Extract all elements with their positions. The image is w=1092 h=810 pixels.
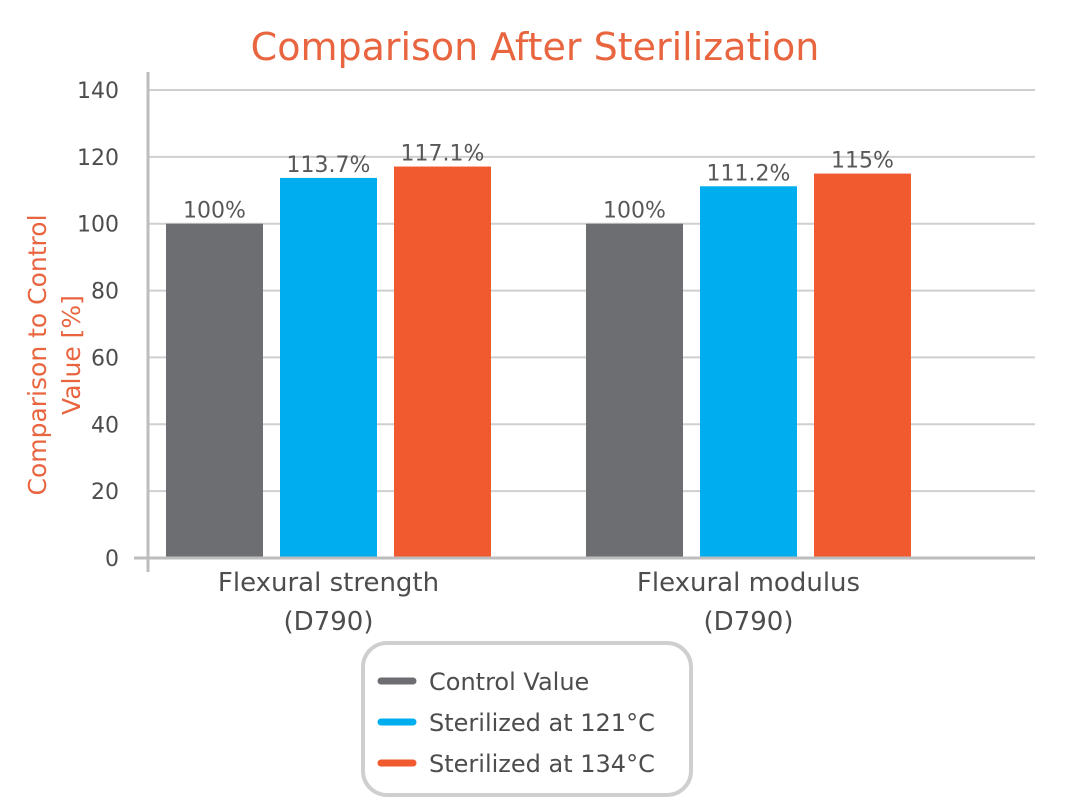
y-tick-label: 20 (91, 480, 119, 505)
y-tick-label: 100 (77, 213, 119, 238)
data-label: 113.7% (287, 153, 371, 178)
data-labels: 100% 100% 113.7% 111.2% 117.1% 115% (183, 142, 894, 224)
y-axis-label: Comparison to Control Value [%] (23, 214, 86, 495)
y-axis-label-line-2: Value [%] (57, 295, 86, 415)
y-axis-label-line-1: Comparison to Control (23, 214, 52, 495)
bar (166, 223, 263, 558)
y-tick-label: 120 (77, 146, 119, 171)
data-label: 100% (603, 199, 666, 224)
x-category-label: Flexural strength (218, 568, 439, 598)
bar (586, 223, 683, 558)
axes (134, 72, 1035, 572)
legend-box (361, 641, 693, 797)
bar (394, 166, 491, 558)
y-tick-label: 40 (91, 413, 119, 438)
bars (166, 166, 911, 559)
legend: Control Value Sterilized at 121°C Steriliz… (361, 641, 693, 797)
legend-entry: Sterilized at 121°C (429, 709, 655, 737)
legend-entry: Control Value (429, 668, 589, 696)
y-tick-label: 140 (77, 79, 119, 104)
x-category-label: (D790) (284, 607, 374, 637)
y-tick-labels: 0 20 40 60 80 100 120 140 (77, 79, 119, 572)
data-label: 117.1% (401, 142, 485, 167)
x-category-label: Flexural modulus (637, 568, 860, 598)
bar (700, 186, 797, 558)
bar (814, 173, 911, 559)
data-label: 115% (831, 149, 894, 174)
y-tick-label: 60 (91, 346, 119, 371)
data-label: 100% (183, 199, 246, 224)
x-category-label: (D790) (704, 607, 794, 637)
y-tick-label: 80 (91, 280, 119, 305)
bar (280, 177, 377, 558)
x-category-labels: Flexural strength (D790) Flexural modulus (… (218, 568, 860, 637)
data-label: 111.2% (707, 161, 791, 186)
y-tick-label: 0 (105, 547, 119, 572)
chart-title: Comparison After Sterilization (251, 25, 820, 69)
legend-entry: Sterilized at 134°C (429, 750, 655, 778)
